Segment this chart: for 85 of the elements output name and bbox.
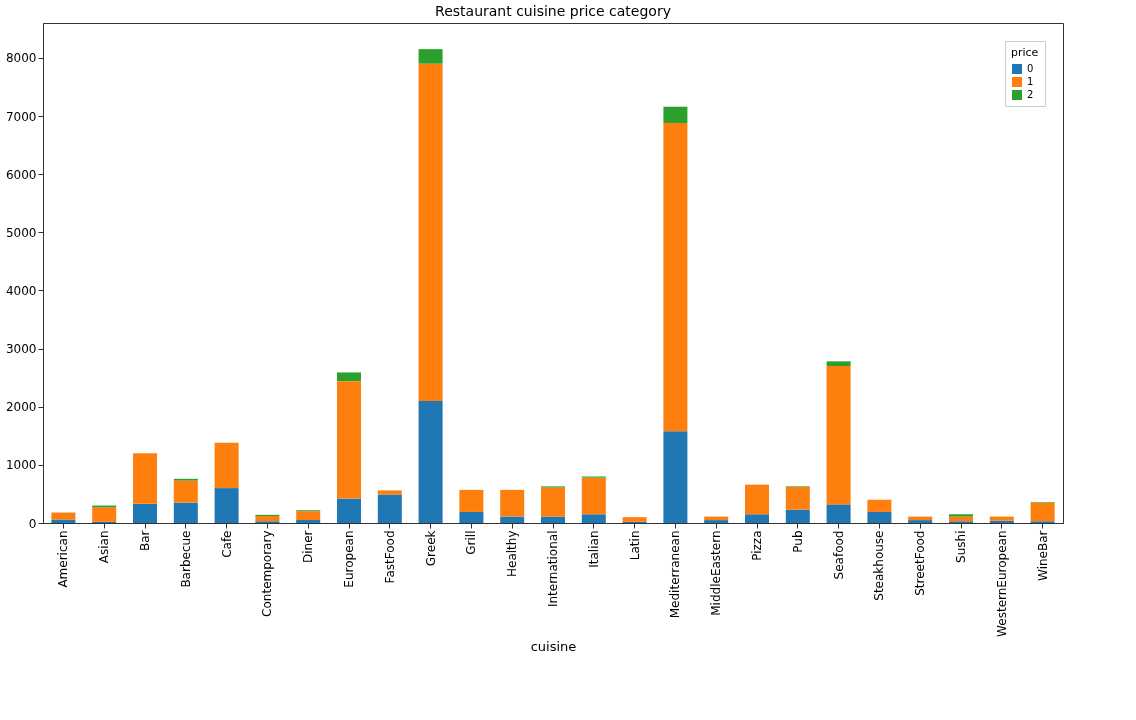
bar xyxy=(1030,502,1055,522)
x-tick-label: Sushi xyxy=(954,530,968,563)
bar xyxy=(745,484,769,515)
x-tick-label: Barbecue xyxy=(178,530,193,588)
chart-title: Restaurant cuisine price category xyxy=(435,3,671,19)
bar xyxy=(949,514,973,517)
bar xyxy=(581,514,606,523)
x-tick-label: Cafe xyxy=(219,530,234,558)
bar xyxy=(337,372,361,382)
bar xyxy=(826,361,851,367)
bar xyxy=(337,381,361,499)
bar xyxy=(541,516,565,523)
bar xyxy=(785,486,810,510)
bar xyxy=(581,477,606,515)
legend-label: 2 xyxy=(1027,89,1034,100)
bar xyxy=(663,106,688,123)
x-tick-label: WesternEuropean xyxy=(994,530,1009,637)
x-tick-label: MiddleEastern xyxy=(709,530,724,616)
bar xyxy=(173,502,198,523)
bar xyxy=(133,503,157,523)
x-tick-label: European xyxy=(342,530,356,588)
x-tick-label: Grill xyxy=(464,530,479,555)
bar xyxy=(663,123,688,432)
bar xyxy=(459,489,484,512)
bar xyxy=(173,480,198,503)
x-tick-label: Mediterranean xyxy=(668,530,683,619)
y-tick-label: 7000 xyxy=(5,109,37,124)
bar xyxy=(663,431,688,523)
x-tick-label: Italian xyxy=(586,530,601,568)
y-tick-label: 6000 xyxy=(5,167,37,182)
x-tick-label: American xyxy=(56,530,71,588)
x-axis-title: cuisine xyxy=(530,638,577,654)
bar xyxy=(337,498,361,523)
y-tick-label: 5000 xyxy=(5,225,37,240)
bar xyxy=(296,520,321,523)
x-tick-label: Pub xyxy=(790,530,805,553)
bar xyxy=(255,516,280,522)
bar xyxy=(826,504,851,523)
bar xyxy=(745,514,769,523)
x-tick-label: International xyxy=(546,530,560,608)
x-tick-label: FastFood xyxy=(382,530,397,584)
x-tick-label: Steakhouse xyxy=(872,530,887,601)
x-tick-label: Contemporary xyxy=(260,530,275,617)
legend-title: price xyxy=(1011,46,1039,59)
bar xyxy=(908,520,933,523)
bar xyxy=(785,509,810,523)
bar xyxy=(214,442,239,489)
bar xyxy=(418,63,443,401)
bar xyxy=(377,494,402,523)
y-tick-label: 0 xyxy=(28,516,37,531)
y-tick-label: 4000 xyxy=(5,283,37,298)
bar xyxy=(133,453,157,504)
bar xyxy=(867,499,892,512)
bar xyxy=(418,49,443,64)
x-tick-label: StreetFood xyxy=(913,530,928,596)
bar xyxy=(459,511,484,523)
bar xyxy=(867,511,892,523)
bar xyxy=(51,512,76,520)
bar xyxy=(622,517,647,522)
x-tick-label: Seafood xyxy=(831,530,846,580)
y-tick-label: 2000 xyxy=(5,400,37,415)
x-tick-label: Healthy xyxy=(505,530,520,578)
bar xyxy=(826,366,851,505)
x-tick-label: Latin xyxy=(627,530,642,561)
x-tick-label: Diner xyxy=(301,530,316,563)
bar xyxy=(92,507,117,522)
bar xyxy=(214,488,239,523)
bar xyxy=(541,487,565,517)
y-tick-label: 3000 xyxy=(5,342,37,357)
x-tick-label: WineBar xyxy=(1035,530,1050,581)
bar xyxy=(296,511,321,521)
y-tick-label: 8000 xyxy=(5,51,37,66)
bar xyxy=(704,520,729,523)
x-tick-label: Pizza xyxy=(750,530,764,561)
y-tick-label: 1000 xyxy=(5,458,37,473)
bar xyxy=(500,516,525,523)
bar xyxy=(500,489,525,517)
bar xyxy=(418,400,443,523)
bar xyxy=(989,516,1014,521)
legend-label: 1 xyxy=(1027,76,1034,87)
legend-label: 0 xyxy=(1027,63,1034,74)
x-tick-label: Bar xyxy=(138,530,152,552)
bar xyxy=(377,490,402,495)
x-tick-label: Greek xyxy=(423,530,438,567)
x-tick-label: Asian xyxy=(97,530,112,564)
